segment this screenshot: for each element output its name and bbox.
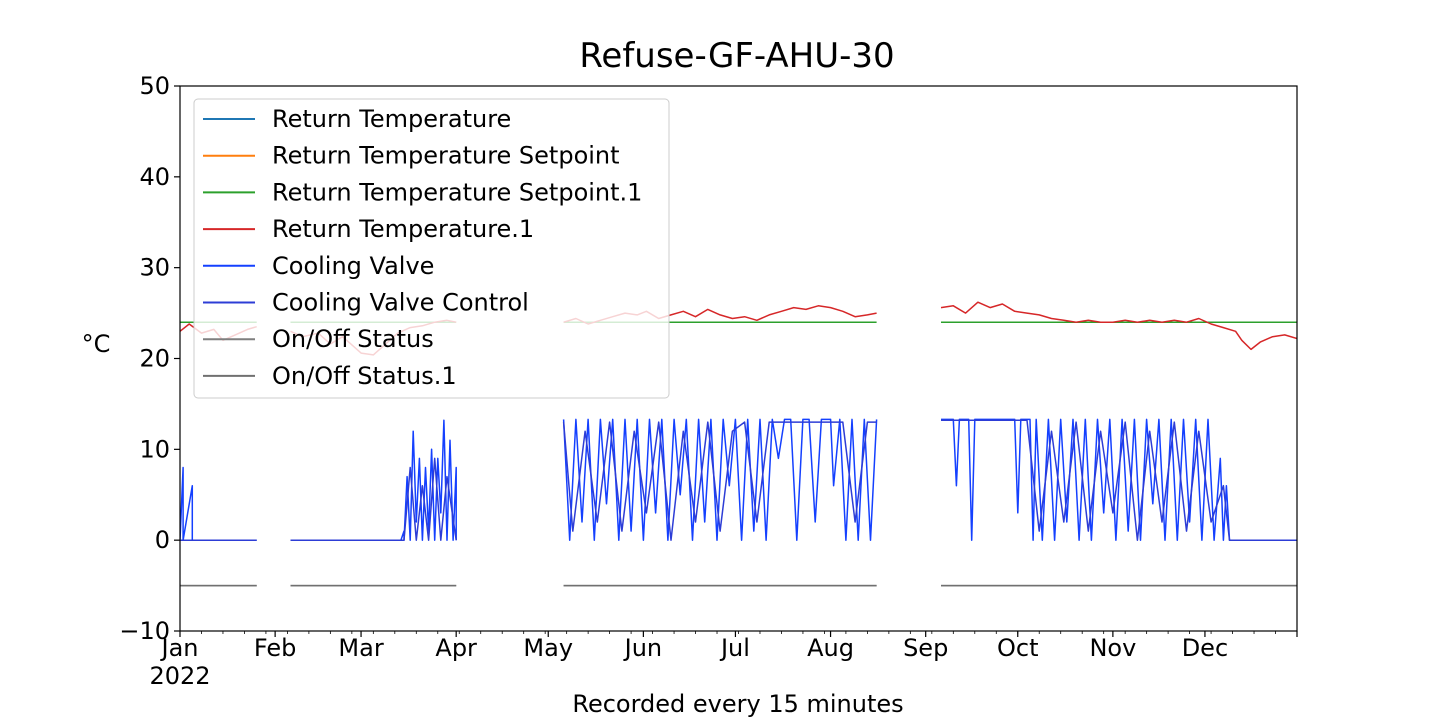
x-axis-label: Recorded every 15 minutes [572, 690, 903, 718]
x-tick-label-6: Jul [719, 634, 750, 662]
x-tick-label-11: Dec [1182, 634, 1228, 662]
y-tick-label-3: 20 [139, 345, 170, 373]
x-tick-label-0: Jan [160, 634, 199, 662]
legend: Return Temperature Return Temperature Set… [193, 98, 670, 399]
legend-label-8: On/Off Status.1 [272, 362, 457, 390]
legend-label-5: Cooling Valve [272, 252, 434, 280]
y-axis-label: °C [82, 330, 111, 358]
chart-title: Refuse-GF-AHU-30 [579, 36, 894, 76]
x-tick-label-8: Sep [903, 634, 948, 662]
y-tick-label-6: 50 [139, 72, 170, 100]
x-axis-year-label: 2022 [149, 662, 210, 690]
x-tick-label-7: Aug [807, 634, 854, 662]
y-axis: −10 0 10 20 30 40 50 [119, 72, 180, 645]
series-line-6 [180, 419, 1297, 541]
x-tick-label-2: Mar [338, 634, 383, 662]
x-tick-label-1: Feb [254, 634, 297, 662]
x-tick-label-9: Oct [997, 634, 1039, 662]
x-tick-label-4: May [523, 634, 573, 662]
x-tick-label-5: Jun [623, 634, 663, 662]
y-tick-label-0: −10 [119, 617, 170, 645]
legend-label-1: Return Temperature [272, 105, 511, 133]
x-tick-label-3: Apr [435, 634, 477, 662]
legend-label-6: Cooling Valve Control [272, 289, 529, 317]
legend-label-2: Return Temperature Setpoint [272, 142, 620, 170]
legend-label-3: Return Temperature Setpoint.1 [272, 178, 642, 206]
legend-label-7: On/Off Status [272, 325, 434, 353]
legend-frame [193, 98, 670, 399]
y-tick-label-1: 0 [155, 526, 170, 554]
x-axis: Jan Feb Mar Apr May Jun Jul Aug Sep Oct Nov Dec [160, 631, 1298, 662]
series-line-5 [180, 418, 1297, 541]
legend-label-4: Return Temperature.1 [272, 215, 534, 243]
y-tick-label-2: 10 [139, 435, 170, 463]
x-tick-label-10: Nov [1089, 634, 1136, 662]
y-tick-label-4: 30 [139, 254, 170, 282]
y-tick-label-5: 40 [139, 163, 170, 191]
